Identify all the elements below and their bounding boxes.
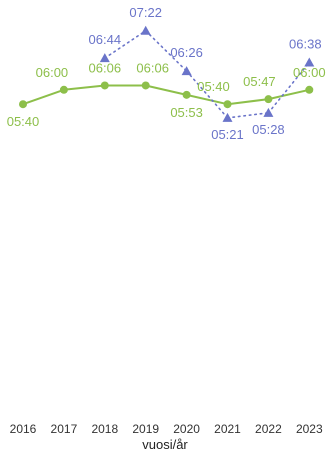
x-tick-label-2023: 2023 xyxy=(296,422,323,436)
series-2-line-segment xyxy=(267,61,311,114)
series-1-line-segment xyxy=(267,88,311,101)
series-1-line-segment xyxy=(62,84,106,91)
series-1-line-segment xyxy=(144,84,188,96)
series-1-data-label-2019: 06:06 xyxy=(136,60,169,75)
series-2-data-label-2019: 07:22 xyxy=(129,5,162,20)
series-1-data-label-2021: 05:40 xyxy=(197,79,230,94)
x-tick-label-2020: 2020 xyxy=(173,422,200,436)
series-2-point-2022 xyxy=(263,107,274,117)
series-2-point-2018 xyxy=(99,53,110,63)
series-2-line-segment xyxy=(144,29,188,72)
series-2-point-2023 xyxy=(304,57,315,67)
series-2-data-label-2023: 06:38 xyxy=(289,36,322,51)
series-2-data-label-2018: 06:44 xyxy=(89,32,122,47)
series-2-point-2020 xyxy=(181,66,192,76)
series-1-point-2020 xyxy=(182,90,191,99)
data-labels-layer: 05:40 06:00 06:06 06:06 05:53 05:40 05:47 06:00… xyxy=(7,5,326,142)
series-1-point-2023 xyxy=(305,85,314,94)
x-tick-label-2017: 2017 xyxy=(51,422,78,436)
series-1-data-label-2020: 05:53 xyxy=(170,105,203,120)
series-1-data-label-2016: 05:40 xyxy=(7,114,40,129)
x-tick-label-2016: 2016 xyxy=(10,422,37,436)
x-tick-label-2021: 2021 xyxy=(214,422,241,436)
series-2-data-label-2022: 05:28 xyxy=(252,122,285,137)
x-tick-label-2019: 2019 xyxy=(132,422,159,436)
series-1-point-2018 xyxy=(100,81,109,90)
series-1-data-label-2017: 06:00 xyxy=(36,65,69,80)
series-2-data-label-2020: 06:26 xyxy=(170,45,203,60)
series-2-point-2021 xyxy=(222,112,233,122)
series-1-point-2019 xyxy=(141,81,150,90)
series-2-line-segment xyxy=(226,112,270,119)
series-1-point-2017 xyxy=(59,85,68,94)
x-tick-label-2022: 2022 xyxy=(255,422,282,436)
x-tick-label-2018: 2018 xyxy=(91,422,118,436)
series-1-point-2016 xyxy=(19,100,27,109)
series-1-data-label-2023: 06:00 xyxy=(293,65,326,80)
x-axis-title: vuosi/år xyxy=(142,437,188,452)
series-1-data-label-2022: 05:47 xyxy=(243,74,276,89)
series-layer xyxy=(19,25,315,122)
series-2-point-2019 xyxy=(140,25,151,35)
series-1-line-segment xyxy=(185,93,229,106)
series-1-data-label-2018: 06:06 xyxy=(89,60,122,75)
series-2-line-segment xyxy=(185,70,229,119)
x-axis: 2016 2017 2018 2019 2020 2021 2022 2023 xyxy=(10,422,323,436)
series-1-point-2022 xyxy=(264,95,273,104)
series-1-point-2021 xyxy=(223,100,232,109)
series-1-line-segment xyxy=(226,98,270,106)
series-1-line-segment xyxy=(22,88,65,106)
series-2-data-label-2021: 05:21 xyxy=(211,127,244,142)
